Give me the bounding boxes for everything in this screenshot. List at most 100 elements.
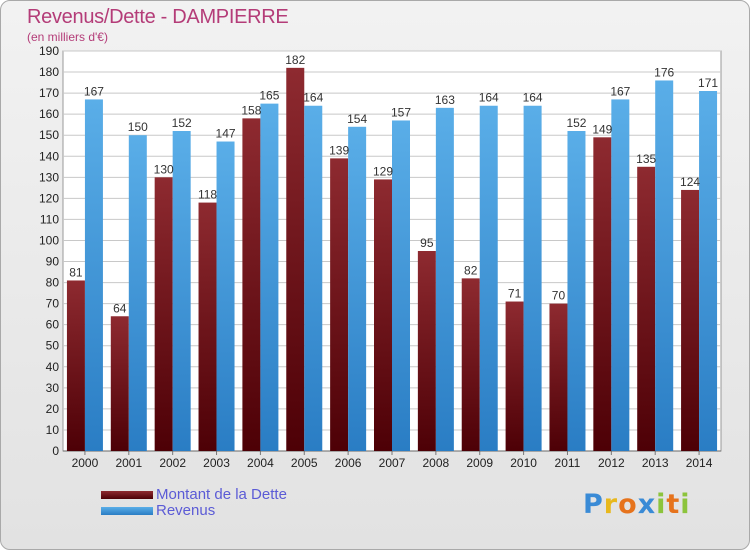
x-tick-label: 2010 — [510, 456, 537, 470]
data-label-revenus: 171 — [698, 76, 718, 90]
bar-dette — [198, 202, 217, 451]
data-label-revenus: 147 — [216, 127, 236, 141]
logo-letter: P — [583, 489, 604, 520]
logo-letter: o — [618, 489, 638, 520]
logo-letter: t — [666, 489, 681, 520]
y-tick-label: 190 — [39, 44, 59, 58]
bar-revenus — [699, 91, 718, 451]
bar-revenus — [304, 105, 323, 451]
x-tick-label: 2002 — [159, 456, 186, 470]
bar-dette — [242, 118, 261, 452]
bar-dette — [681, 189, 700, 451]
x-tick-label: 2000 — [72, 456, 99, 470]
y-tick-label: 100 — [39, 233, 59, 247]
data-label-dette: 81 — [69, 265, 83, 279]
x-tick-label: 2001 — [115, 456, 142, 470]
bar-revenus — [392, 120, 410, 451]
bar-dette — [417, 251, 436, 451]
y-tick-label: 160 — [39, 107, 59, 121]
proxiti-logo: Proxiti — [583, 489, 691, 520]
x-tick-label: 2013 — [642, 456, 669, 470]
data-label-dette: 135 — [636, 152, 656, 166]
bar-dette — [110, 316, 129, 451]
legend-label-dette: Montant de la Dette — [156, 486, 287, 503]
bar-revenus — [611, 99, 630, 451]
bar-revenus — [523, 105, 542, 451]
data-label-dette: 64 — [113, 301, 127, 315]
logo-letter: r — [603, 489, 619, 520]
legend-label-revenus: Revenus — [156, 502, 216, 519]
bar-revenus — [172, 131, 191, 451]
y-tick-label: 130 — [39, 170, 59, 184]
labels: 0 10 20 30 40 50 60 70 80 90 100 110 120 130 140 150 160… — [39, 44, 718, 470]
data-label-revenus: 164 — [479, 91, 499, 105]
data-label-revenus: 163 — [435, 93, 455, 107]
x-tick-label: 2005 — [291, 456, 318, 470]
data-label-dette: 182 — [285, 53, 305, 67]
data-label-dette: 130 — [154, 162, 174, 176]
x-tick-label: 2014 — [686, 456, 713, 470]
data-label-revenus: 152 — [172, 116, 192, 130]
bar-dette — [154, 177, 173, 451]
logo-letter: x — [637, 489, 657, 520]
y-tick-label: 180 — [39, 65, 59, 79]
y-tick-label: 40 — [46, 360, 60, 374]
legend-swatch-dette — [101, 491, 153, 499]
data-label-dette: 70 — [552, 289, 566, 303]
data-label-dette: 149 — [592, 122, 612, 136]
bar-revenus — [128, 135, 147, 452]
x-tick-label: 2004 — [247, 456, 274, 470]
y-tick-label: 20 — [46, 402, 60, 416]
y-tick-label: 90 — [46, 255, 60, 269]
data-label-dette: 71 — [508, 287, 522, 301]
x-tick-label: 2006 — [335, 456, 362, 470]
bar-dette — [66, 280, 85, 451]
data-label-revenus: 150 — [128, 120, 148, 134]
data-label-dette: 95 — [420, 236, 434, 250]
data-label-dette: 82 — [464, 263, 478, 277]
x-tick-label: 2007 — [379, 456, 406, 470]
bar-revenus — [567, 131, 586, 451]
y-tick-label: 110 — [40, 212, 59, 226]
bar-revenus — [84, 99, 103, 451]
data-label-revenus: 164 — [523, 91, 543, 105]
data-label-revenus: 157 — [391, 105, 411, 119]
data-label-dette: 158 — [241, 103, 261, 117]
bar-dette — [330, 158, 349, 452]
bar-revenus — [655, 80, 674, 451]
bar-revenus — [479, 105, 498, 451]
bar-dette — [286, 67, 305, 451]
bars — [66, 67, 718, 452]
data-label-dette: 129 — [373, 164, 393, 178]
bar-dette — [549, 303, 568, 451]
y-tick-label: 70 — [46, 297, 60, 311]
x-tick-label: 2009 — [466, 456, 493, 470]
y-tick-label: 50 — [46, 339, 60, 353]
bar-revenus — [260, 103, 279, 451]
bar-dette — [505, 301, 524, 451]
y-tick-label: 150 — [39, 128, 59, 142]
y-tick-label: 140 — [39, 149, 59, 163]
data-label-revenus: 154 — [347, 112, 367, 126]
data-label-revenus: 176 — [654, 65, 674, 79]
y-tick-label: 30 — [46, 381, 60, 395]
chart-title: Revenus/Dette - DAMPIERRE — [27, 6, 289, 28]
chart-subtitle: (en milliers d'€) — [27, 30, 108, 44]
x-tick-label: 2011 — [555, 456, 581, 470]
data-label-revenus: 165 — [259, 89, 279, 103]
y-tick-label: 170 — [39, 86, 59, 100]
bar-dette — [461, 278, 480, 451]
logo-letter: i — [680, 489, 691, 520]
y-tick-label: 120 — [39, 191, 59, 205]
y-tick-label: 0 — [52, 444, 59, 458]
y-tick-label: 60 — [46, 318, 60, 332]
legend-swatch-revenus — [101, 507, 153, 515]
x-tick-label: 2008 — [423, 456, 450, 470]
x-tick-label: 2012 — [598, 456, 625, 470]
data-label-dette: 139 — [329, 143, 349, 157]
data-label-dette: 118 — [198, 188, 217, 202]
data-label-revenus: 152 — [566, 116, 586, 130]
bar-revenus — [435, 107, 454, 451]
